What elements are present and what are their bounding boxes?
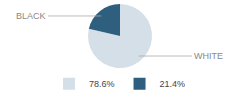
svg-text:21.4%: 21.4% <box>160 79 186 89</box>
svg-text:BLACK: BLACK <box>16 11 46 21</box>
svg-text:WHITE: WHITE <box>194 51 223 61</box>
svg-text:78.6%: 78.6% <box>89 79 115 89</box>
